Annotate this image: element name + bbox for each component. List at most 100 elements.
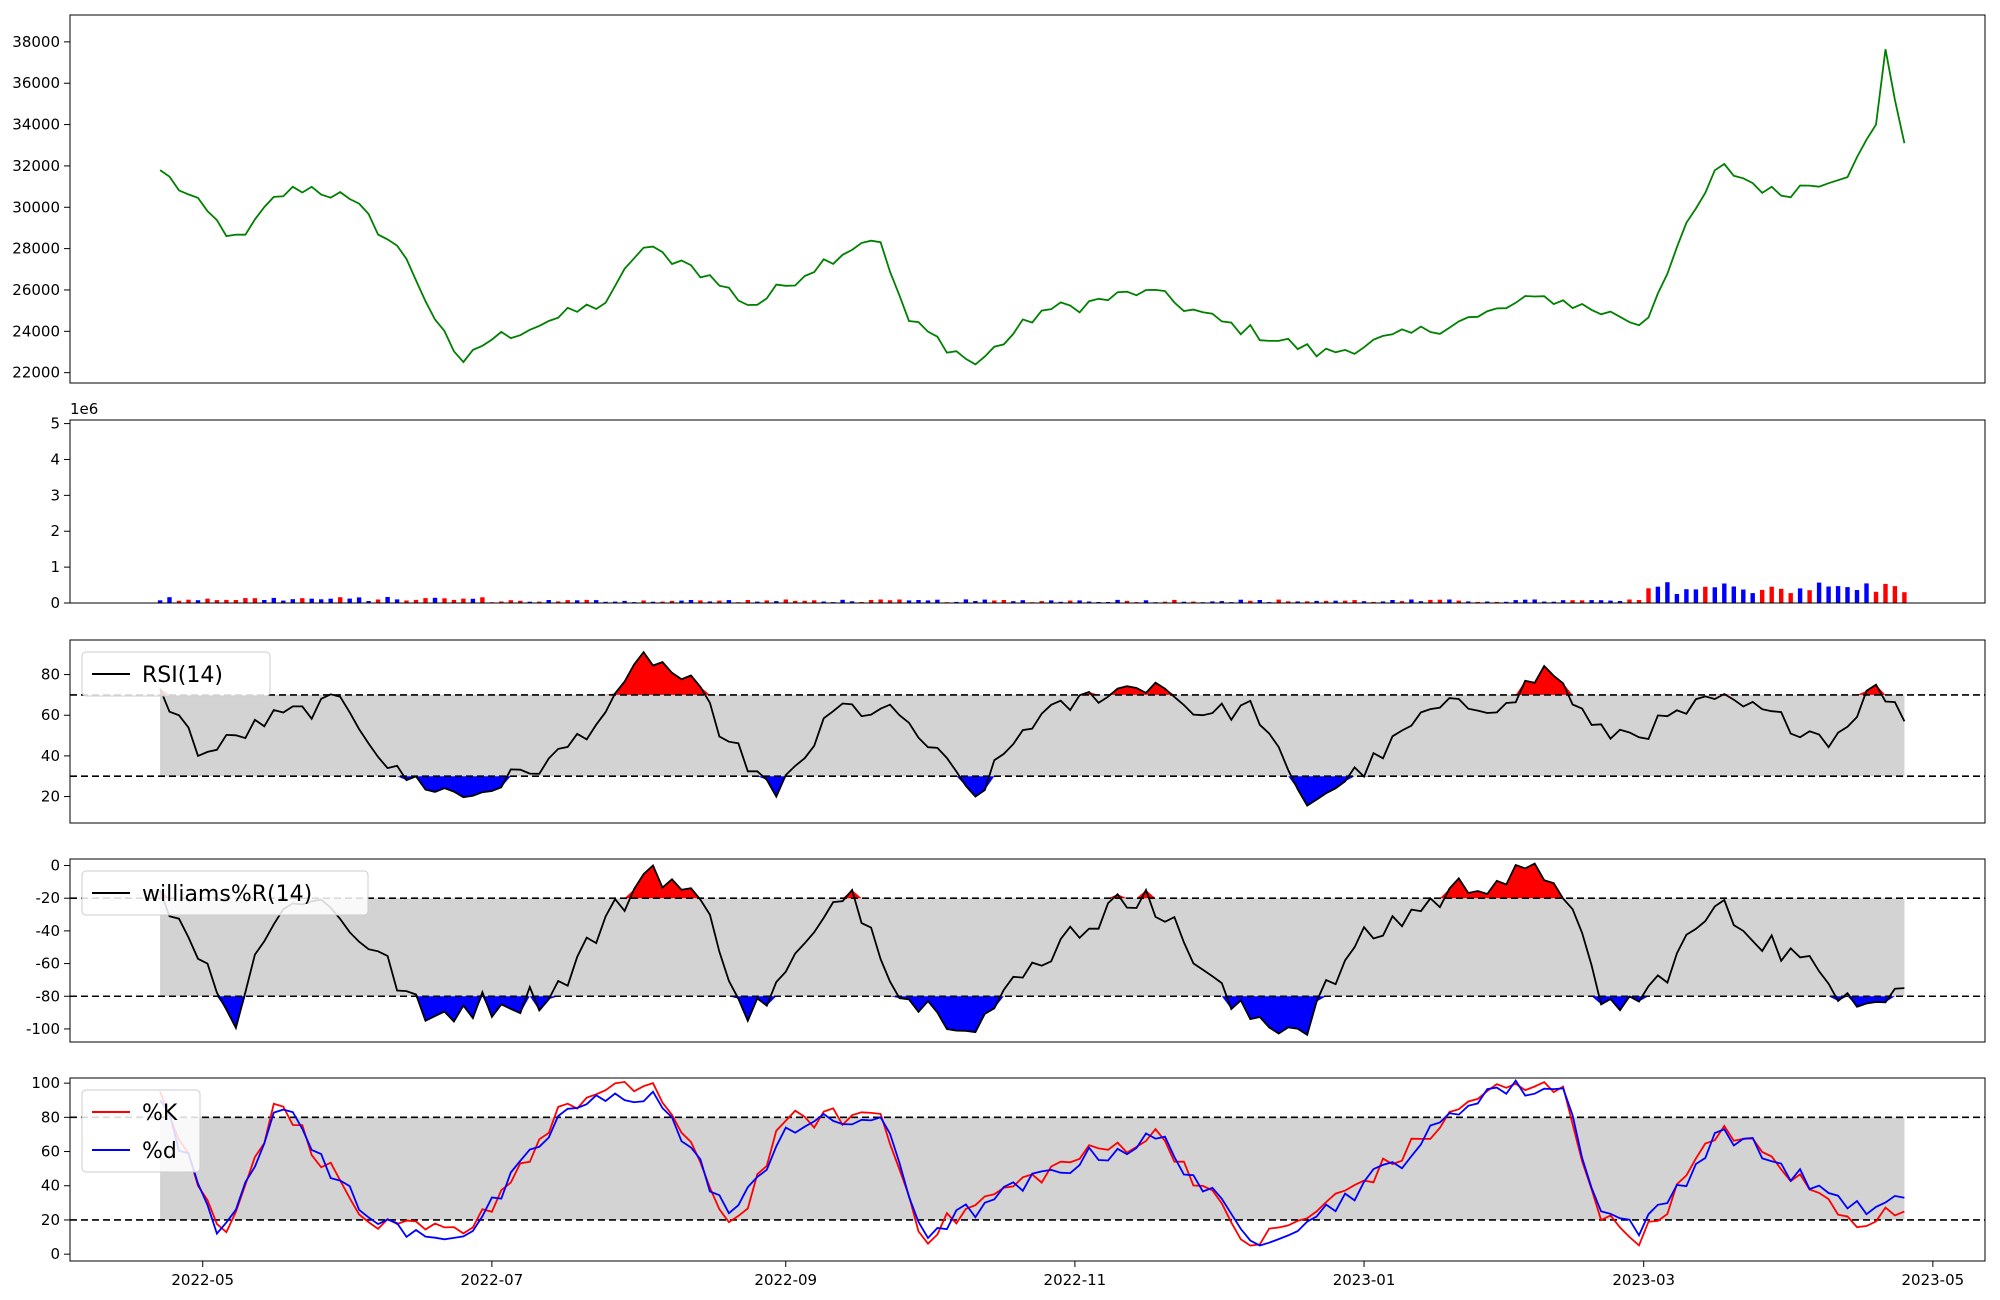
volume-bar (243, 598, 248, 603)
volume-bar (688, 600, 694, 603)
volume-bar (868, 600, 874, 603)
volume-bar (887, 600, 893, 603)
volume-bar (1684, 589, 1689, 603)
volume-bar (1172, 599, 1177, 603)
volume-bar (1674, 594, 1680, 603)
volume-bar (594, 600, 599, 603)
volume-bar (906, 600, 912, 603)
rsi-oversold-fill-group (397, 776, 1374, 806)
rsi-line-rsi-14- (159, 650, 1906, 807)
volume-bar (1589, 600, 1594, 603)
rsi-overbought-fill (1857, 684, 1886, 695)
volume-bar (1399, 601, 1405, 603)
volume-bar (1020, 600, 1025, 603)
volume-bar (1570, 600, 1575, 603)
volume-bar (508, 600, 513, 603)
volume-bar (1352, 600, 1357, 603)
rsi-overbought-fill (1108, 682, 1175, 695)
volume-bar (1466, 601, 1471, 603)
volume-bar (1485, 601, 1490, 603)
williams-tick-label: -40 (36, 922, 61, 940)
rsi-oversold-fill (397, 776, 511, 798)
volume-bar (527, 601, 532, 603)
volume-bar (1807, 590, 1812, 603)
volume-bar (612, 601, 618, 603)
volume-bar (1219, 601, 1224, 603)
volume-bar (499, 601, 504, 603)
volume-bar (470, 598, 476, 603)
volume-bar (1371, 601, 1376, 603)
williams-overbought-fill (1136, 890, 1156, 899)
rsi-oversold-fill (1288, 776, 1355, 806)
volume-bar (300, 598, 305, 603)
x-tick-label: 2023-05 (1902, 1271, 1965, 1289)
volume-offset-label: 1e6 (70, 400, 98, 418)
volume-bar (802, 600, 807, 603)
rsi-legend-label: RSI(14) (142, 663, 223, 688)
stochastic-tick-label: 40 (41, 1177, 60, 1195)
volume-bar (1086, 601, 1092, 603)
volume-bar (1380, 601, 1386, 603)
volume-bar (575, 600, 580, 603)
volume-bar (1636, 600, 1642, 603)
williams-tick-label: -60 (36, 955, 61, 973)
williams-tick-label: 0 (50, 857, 60, 875)
volume-bar (1238, 599, 1243, 603)
williams-tick-label: -80 (36, 987, 61, 1005)
williams-overbought-fill (1108, 894, 1127, 899)
volume-bar (982, 599, 987, 603)
volume-bar (660, 601, 665, 603)
volume-bar (252, 598, 258, 603)
stochastic-tick-label: 80 (41, 1108, 60, 1126)
volume-bar (1873, 591, 1879, 603)
volume-bar (1333, 600, 1338, 603)
volume-bar (1598, 600, 1604, 603)
volume-bar (1835, 586, 1841, 603)
williams-band (160, 898, 1905, 997)
volume-bar (1295, 601, 1300, 603)
williams-oversold-fill-group (216, 996, 1895, 1035)
volume-bar (1049, 600, 1054, 603)
volume-bar (1892, 586, 1898, 603)
volume-bar (1181, 601, 1187, 603)
volume-bar (167, 597, 172, 603)
williams-overbought-fill-group (160, 863, 1564, 899)
williams-oversold-fill (1221, 996, 1327, 1035)
williams-legend-label: williams%R(14) (142, 882, 312, 907)
volume-bar (1854, 590, 1860, 603)
volume-bar (1722, 583, 1727, 603)
volume-bar (1068, 600, 1073, 603)
rsi-overbought-fill-group (160, 652, 1886, 695)
volume-bar (603, 601, 608, 603)
volume-bar (707, 601, 713, 603)
volume-bar (1826, 586, 1831, 603)
volume-bar (1523, 599, 1528, 603)
volume-bar (793, 600, 798, 603)
volume-bar (774, 601, 779, 603)
volume-bar (224, 599, 229, 603)
volume-bar (1627, 599, 1632, 603)
volume-bar (679, 600, 684, 603)
volume-bar (1409, 599, 1414, 603)
rsi-oversold-fill (956, 776, 995, 797)
rsi-overbought-fill (605, 652, 710, 695)
rsi-overbought-fill (1515, 666, 1573, 695)
volume-bar (1286, 601, 1291, 603)
stochastic-line--d (159, 1078, 1905, 1247)
williams-oversold-fill (529, 996, 559, 1011)
volume-bar (1797, 588, 1803, 603)
volume-bar (186, 599, 191, 603)
volume-bar (309, 598, 314, 603)
volume-frame (69, 419, 1986, 604)
volume-bar (1418, 601, 1424, 603)
volume-bar (878, 599, 883, 603)
price-tick-label: 26000 (12, 281, 60, 299)
volume-bar (1011, 601, 1016, 603)
x-tick-label: 2022-09 (754, 1271, 817, 1289)
williams-line-williams-r-14- (159, 862, 1905, 1037)
volume-bar (1703, 586, 1708, 603)
volume-bar (1276, 599, 1281, 603)
volume-bar (935, 599, 940, 603)
volume-bar (849, 601, 855, 603)
